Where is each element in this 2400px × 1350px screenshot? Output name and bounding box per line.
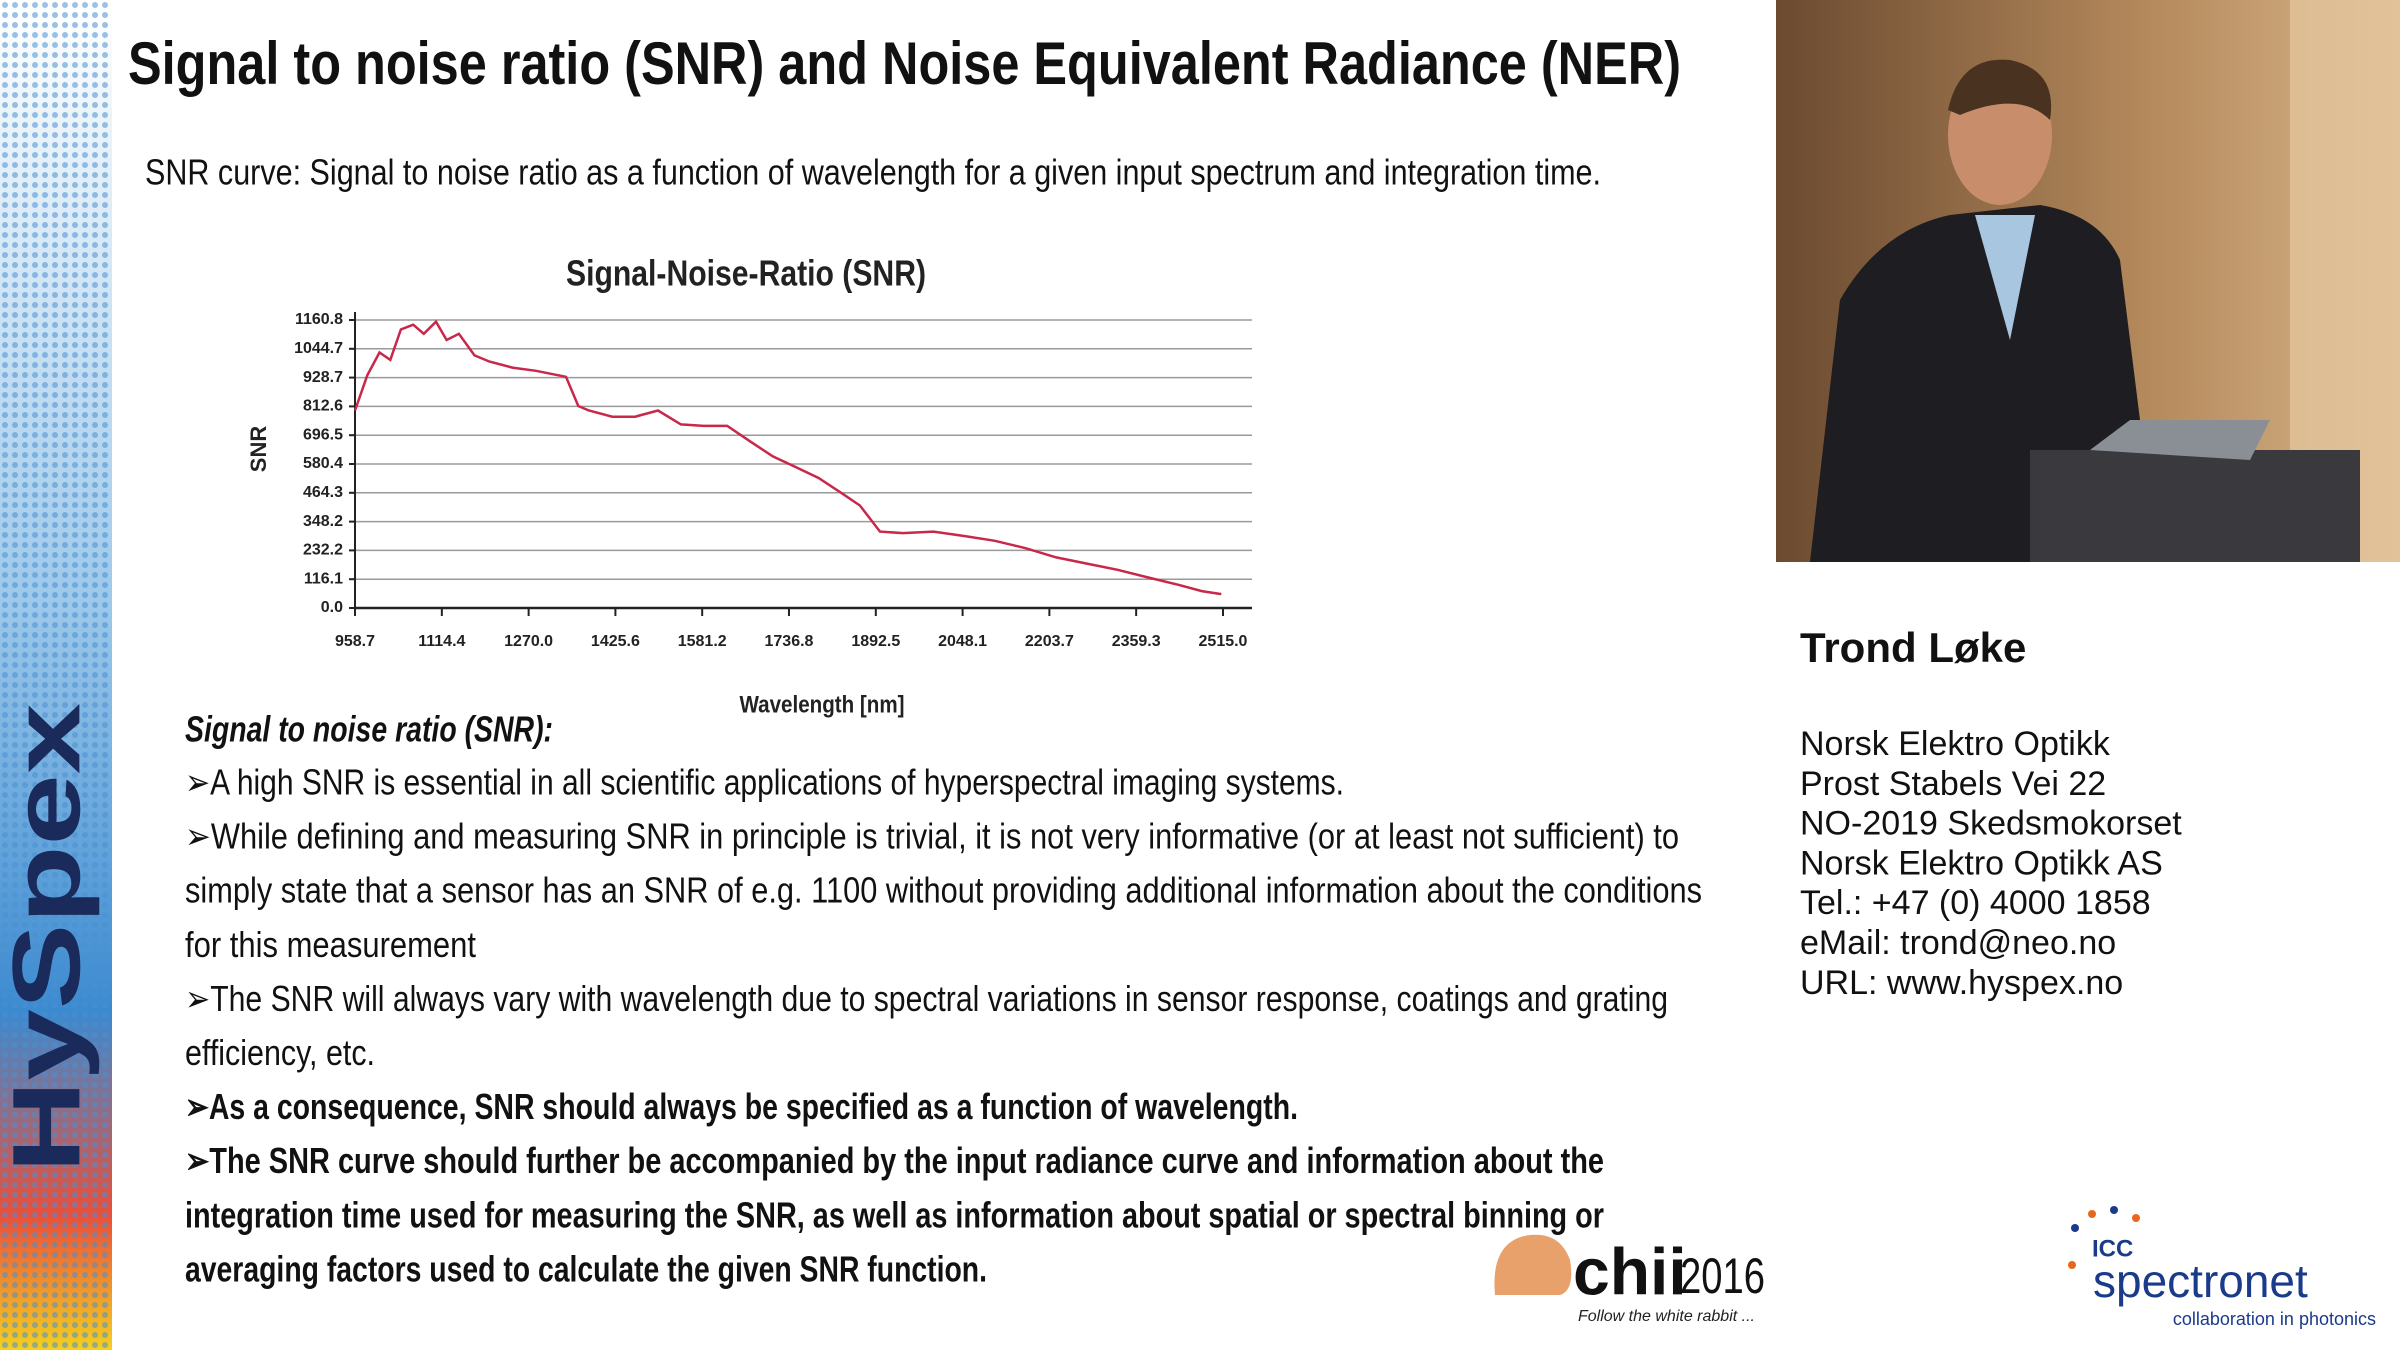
y-tick-label: 232.2 — [303, 542, 343, 559]
y-tick-label: 348.2 — [303, 513, 343, 530]
logo-dot — [2071, 1224, 2079, 1232]
y-tick-label: 812.6 — [303, 398, 343, 415]
y-tick-label: 580.4 — [303, 455, 343, 472]
y-tick-label: 928.7 — [303, 369, 343, 386]
podium — [2030, 450, 2360, 562]
speaker-shirt — [1975, 215, 2035, 340]
rabbit-icon — [1494, 1234, 1572, 1295]
x-tick-label: 1892.5 — [851, 633, 900, 650]
chii-year: 2016 — [1680, 1248, 1765, 1304]
laptop — [2090, 420, 2270, 460]
x-tick-label: 2203.7 — [1025, 633, 1074, 650]
bullet-line: ➢The SNR will always vary with wavelengt… — [185, 978, 1668, 1019]
contact-line: Norsk Elektro Optikk — [1800, 725, 2111, 763]
bullet-line: for this measurement — [185, 924, 476, 965]
bullet-line-bold: ➢As a consequence, SNR should always be … — [185, 1086, 1298, 1127]
y-tick-label: 1044.7 — [294, 340, 343, 357]
contact-line: URL: www.hyspex.no — [1800, 964, 2123, 1002]
bullet-line: efficiency, etc. — [185, 1032, 375, 1073]
snr-line — [353, 319, 1222, 596]
bullet-line-bold: averaging factors used to calculate the … — [185, 1248, 987, 1289]
x-tick-label: 2359.3 — [1112, 633, 1161, 650]
contact-line: Norsk Elektro Optikk AS — [1800, 844, 2163, 882]
x-tick-label: 1736.8 — [765, 633, 814, 650]
bullet-line: ➢While defining and measuring SNR in pri… — [185, 816, 1679, 857]
body-text: ➢A high SNR is essential in all scientif… — [185, 762, 1702, 1290]
bullet-line: simply state that a sensor has an SNR of… — [185, 870, 1702, 911]
logo-dot — [2068, 1261, 2076, 1269]
x-tick-label: 1114.4 — [418, 633, 465, 650]
x-tick-label: 1270.0 — [504, 633, 553, 650]
y-axis-label: SNR — [246, 426, 271, 473]
chii-logo: chii 2016 Follow the white rabbit ... — [1494, 1234, 1765, 1325]
slide-subtitle: SNR curve: Signal to noise ratio as a fu… — [145, 152, 1601, 193]
contact-line: Tel.: +47 (0) 4000 1858 — [1800, 884, 2151, 922]
bullet-line: ➢A high SNR is essential in all scientif… — [185, 762, 1344, 803]
y-tick-label: 464.3 — [303, 484, 343, 501]
x-tick-label: 958.7 — [335, 633, 375, 650]
y-tick-label: 696.5 — [303, 426, 343, 443]
y-tick-label: 0.0 — [321, 599, 343, 616]
spectronet-text: spectronet — [2093, 1255, 2308, 1307]
bullet-line-bold: ➢The SNR curve should further be accompa… — [185, 1140, 1604, 1181]
speaker-hair — [1948, 59, 2052, 120]
spectronet-tagline: collaboration in photonics — [2173, 1309, 2376, 1329]
snr-chart: Signal-Noise-Ratio (SNR) SNR Wavelength … — [246, 253, 1252, 718]
spectronet-logo: ICC spectronet collaboration in photonic… — [2068, 1206, 2376, 1329]
logo-dot — [2110, 1206, 2118, 1214]
logo-dot — [2132, 1214, 2140, 1222]
x-tick-label: 1425.6 — [591, 633, 640, 650]
y-tick-label: 1160.8 — [295, 311, 343, 328]
chii-tagline: Follow the white rabbit ... — [1578, 1308, 1755, 1325]
contact-line: eMail: trond@neo.no — [1800, 924, 2116, 962]
slide-title: Signal to noise ratio (SNR) and Noise Eq… — [128, 30, 1681, 97]
icc-text: ICC — [2092, 1235, 2133, 1262]
logo-dot — [2088, 1210, 2096, 1218]
x-tick-label: 1581.2 — [678, 633, 727, 650]
y-tick-label: 116.1 — [304, 570, 343, 587]
bullet-line-bold: integration time used for measuring the … — [185, 1194, 1604, 1235]
x-axis-label: Wavelength [nm] — [740, 691, 905, 718]
x-tick-label: 2048.1 — [938, 633, 987, 650]
sidebar-brand: HySpex — [0, 703, 100, 1173]
x-tick-label: 2515.0 — [1199, 633, 1248, 650]
sidebar-dots — [0, 0, 112, 1350]
speaker-video — [1776, 0, 2400, 562]
section-heading: Signal to noise ratio (SNR): — [185, 709, 553, 750]
contact-line: Prost Stabels Vei 22 — [1800, 765, 2106, 803]
chii-word: chii — [1573, 1234, 1687, 1308]
speaker-name: Trond Løke — [1800, 624, 2026, 671]
contact-line: NO-2019 Skedsmokorset — [1800, 805, 2182, 843]
chart-title: Signal-Noise-Ratio (SNR) — [566, 253, 926, 294]
